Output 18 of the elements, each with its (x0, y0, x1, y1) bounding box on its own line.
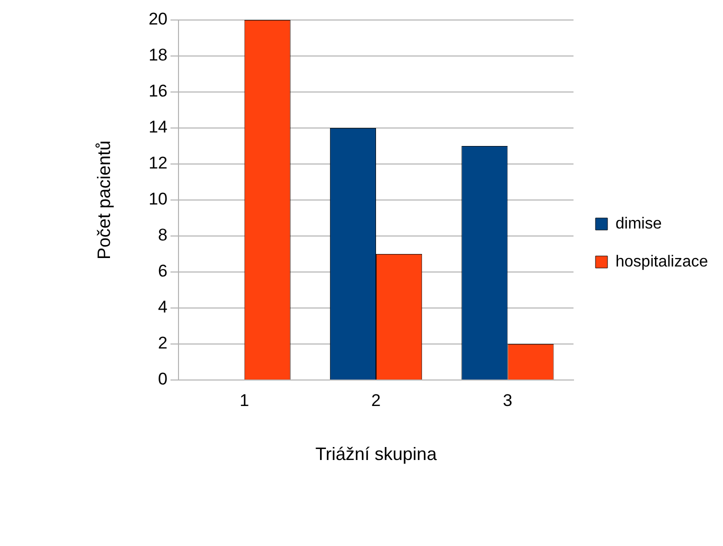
x-axis-title: Triážní skupina (315, 444, 438, 464)
x-tick-label: 2 (371, 390, 381, 410)
y-tick-label: 2 (158, 334, 168, 353)
legend-label: dimise (616, 215, 662, 232)
y-tick-label: 14 (148, 118, 168, 137)
x-tick-label: 3 (502, 390, 512, 410)
y-tick-label: 6 (158, 262, 168, 281)
y-tick-label: 4 (158, 298, 168, 317)
y-tick-label: 20 (148, 10, 168, 29)
legend-label: hospitalizace (616, 253, 708, 270)
y-tick-label: 0 (158, 370, 168, 389)
x-tick-label: 1 (240, 390, 250, 410)
y-tick-label: 8 (158, 226, 168, 245)
y-tick-label: 18 (148, 46, 168, 65)
y-tick-label: 12 (148, 154, 168, 173)
y-tick-label: 10 (148, 190, 168, 209)
y-tick-label: 16 (148, 82, 168, 101)
y-axis-title: Počet pacientů (94, 140, 114, 260)
